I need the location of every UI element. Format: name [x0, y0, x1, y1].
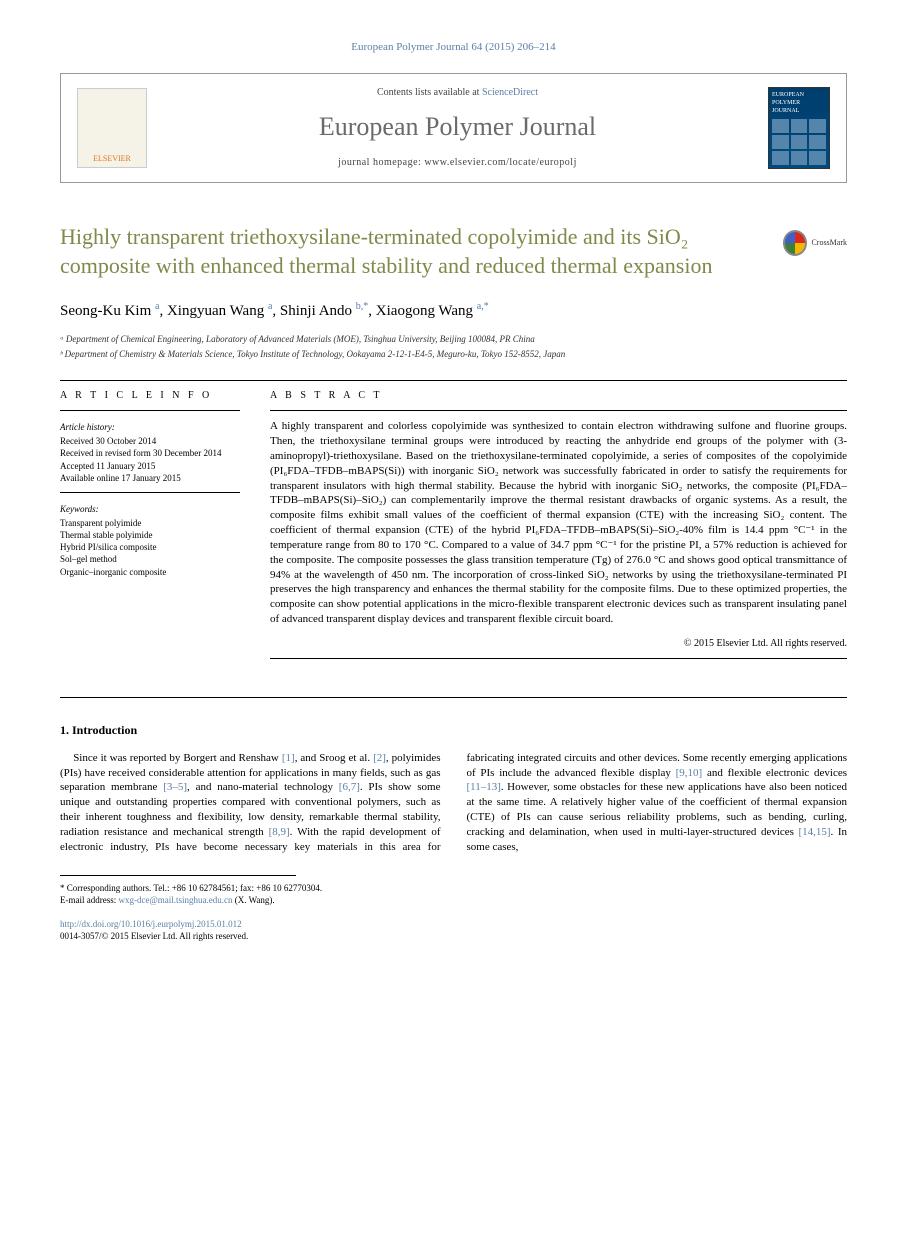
- abstract-text: A highly transparent and colorless copol…: [270, 419, 847, 627]
- journal-banner: ELSEVIER Contents lists available at Sci…: [60, 73, 847, 183]
- contents-prefix: Contents lists available at: [377, 87, 482, 98]
- history-revised: Received in revised form 30 December 201…: [60, 447, 240, 459]
- history-online: Available online 17 January 2015: [60, 472, 240, 484]
- history-received: Received 30 October 2014: [60, 435, 240, 447]
- crossmark-badge[interactable]: CrossMark: [783, 223, 847, 263]
- keywords-heading: Keywords:: [60, 503, 240, 515]
- divider: [60, 380, 847, 381]
- sciencedirect-link[interactable]: ScienceDirect: [482, 87, 538, 98]
- journal-cover-thumb: EUROPEAN POLYMER JOURNAL: [768, 87, 830, 169]
- authors: Seong-Ku Kim a, Xingyuan Wang a, Shinji …: [60, 300, 847, 321]
- email-suffix: (X. Wang).: [233, 895, 275, 905]
- elsevier-logo: ELSEVIER: [77, 88, 147, 168]
- publisher-name: ELSEVIER: [93, 154, 131, 165]
- keyword: Thermal stable polyimide: [60, 529, 240, 541]
- issn-copyright: 0014-3057/© 2015 Elsevier Ltd. All right…: [60, 931, 248, 941]
- keyword: Transparent polyimide: [60, 517, 240, 529]
- email-label: E-mail address:: [60, 895, 118, 905]
- keyword: Sol–gel method: [60, 553, 240, 565]
- article-info: A R T I C L E I N F O Article history: R…: [60, 389, 240, 668]
- history-heading: Article history:: [60, 421, 240, 433]
- doi-block: http://dx.doi.org/10.1016/j.eurpolymj.20…: [60, 918, 847, 942]
- introduction-body: Since it was reported by Borgert and Ren…: [60, 751, 847, 855]
- paper-title: Highly transparent triethoxysilane-termi…: [60, 223, 783, 280]
- abstract-heading: A B S T R A C T: [270, 389, 847, 403]
- crossmark-icon: [783, 230, 807, 256]
- contents-line: Contents lists available at ScienceDirec…: [163, 86, 752, 100]
- keyword: Organic–inorganic composite: [60, 566, 240, 578]
- affiliation-a: ᵃ Department of Chemical Engineering, La…: [60, 333, 847, 345]
- divider: [60, 697, 847, 698]
- article-info-heading: A R T I C L E I N F O: [60, 389, 240, 403]
- affiliations: ᵃ Department of Chemical Engineering, La…: [60, 333, 847, 359]
- intro-paragraph: Since it was reported by Borgert and Ren…: [60, 751, 847, 855]
- header-citation: European Polymer Journal 64 (2015) 206–2…: [60, 40, 847, 55]
- abstract: A B S T R A C T A highly transparent and…: [270, 389, 847, 668]
- banner-center: Contents lists available at ScienceDirec…: [163, 86, 752, 170]
- doi-link[interactable]: http://dx.doi.org/10.1016/j.eurpolymj.20…: [60, 919, 242, 929]
- crossmark-label: CrossMark: [811, 238, 847, 249]
- affiliation-b: ᵇ Department of Chemistry & Materials Sc…: [60, 348, 847, 360]
- homepage-line: journal homepage: www.elsevier.com/locat…: [163, 156, 752, 170]
- cover-label: EUROPEAN POLYMER JOURNAL: [772, 91, 826, 115]
- keyword: Hybrid PI/silica composite: [60, 541, 240, 553]
- abstract-copyright: © 2015 Elsevier Ltd. All rights reserved…: [270, 637, 847, 651]
- history-accepted: Accepted 11 January 2015: [60, 460, 240, 472]
- corresponding-label: * Corresponding authors. Tel.: +86 10 62…: [60, 882, 847, 894]
- section-1-heading: 1. Introduction: [60, 722, 847, 738]
- email-link[interactable]: wxg-dce@mail.tsinghua.edu.cn: [118, 895, 232, 905]
- corresponding-author: * Corresponding authors. Tel.: +86 10 62…: [60, 882, 847, 906]
- journal-name: European Polymer Journal: [163, 109, 752, 144]
- footnote-divider: [60, 875, 296, 876]
